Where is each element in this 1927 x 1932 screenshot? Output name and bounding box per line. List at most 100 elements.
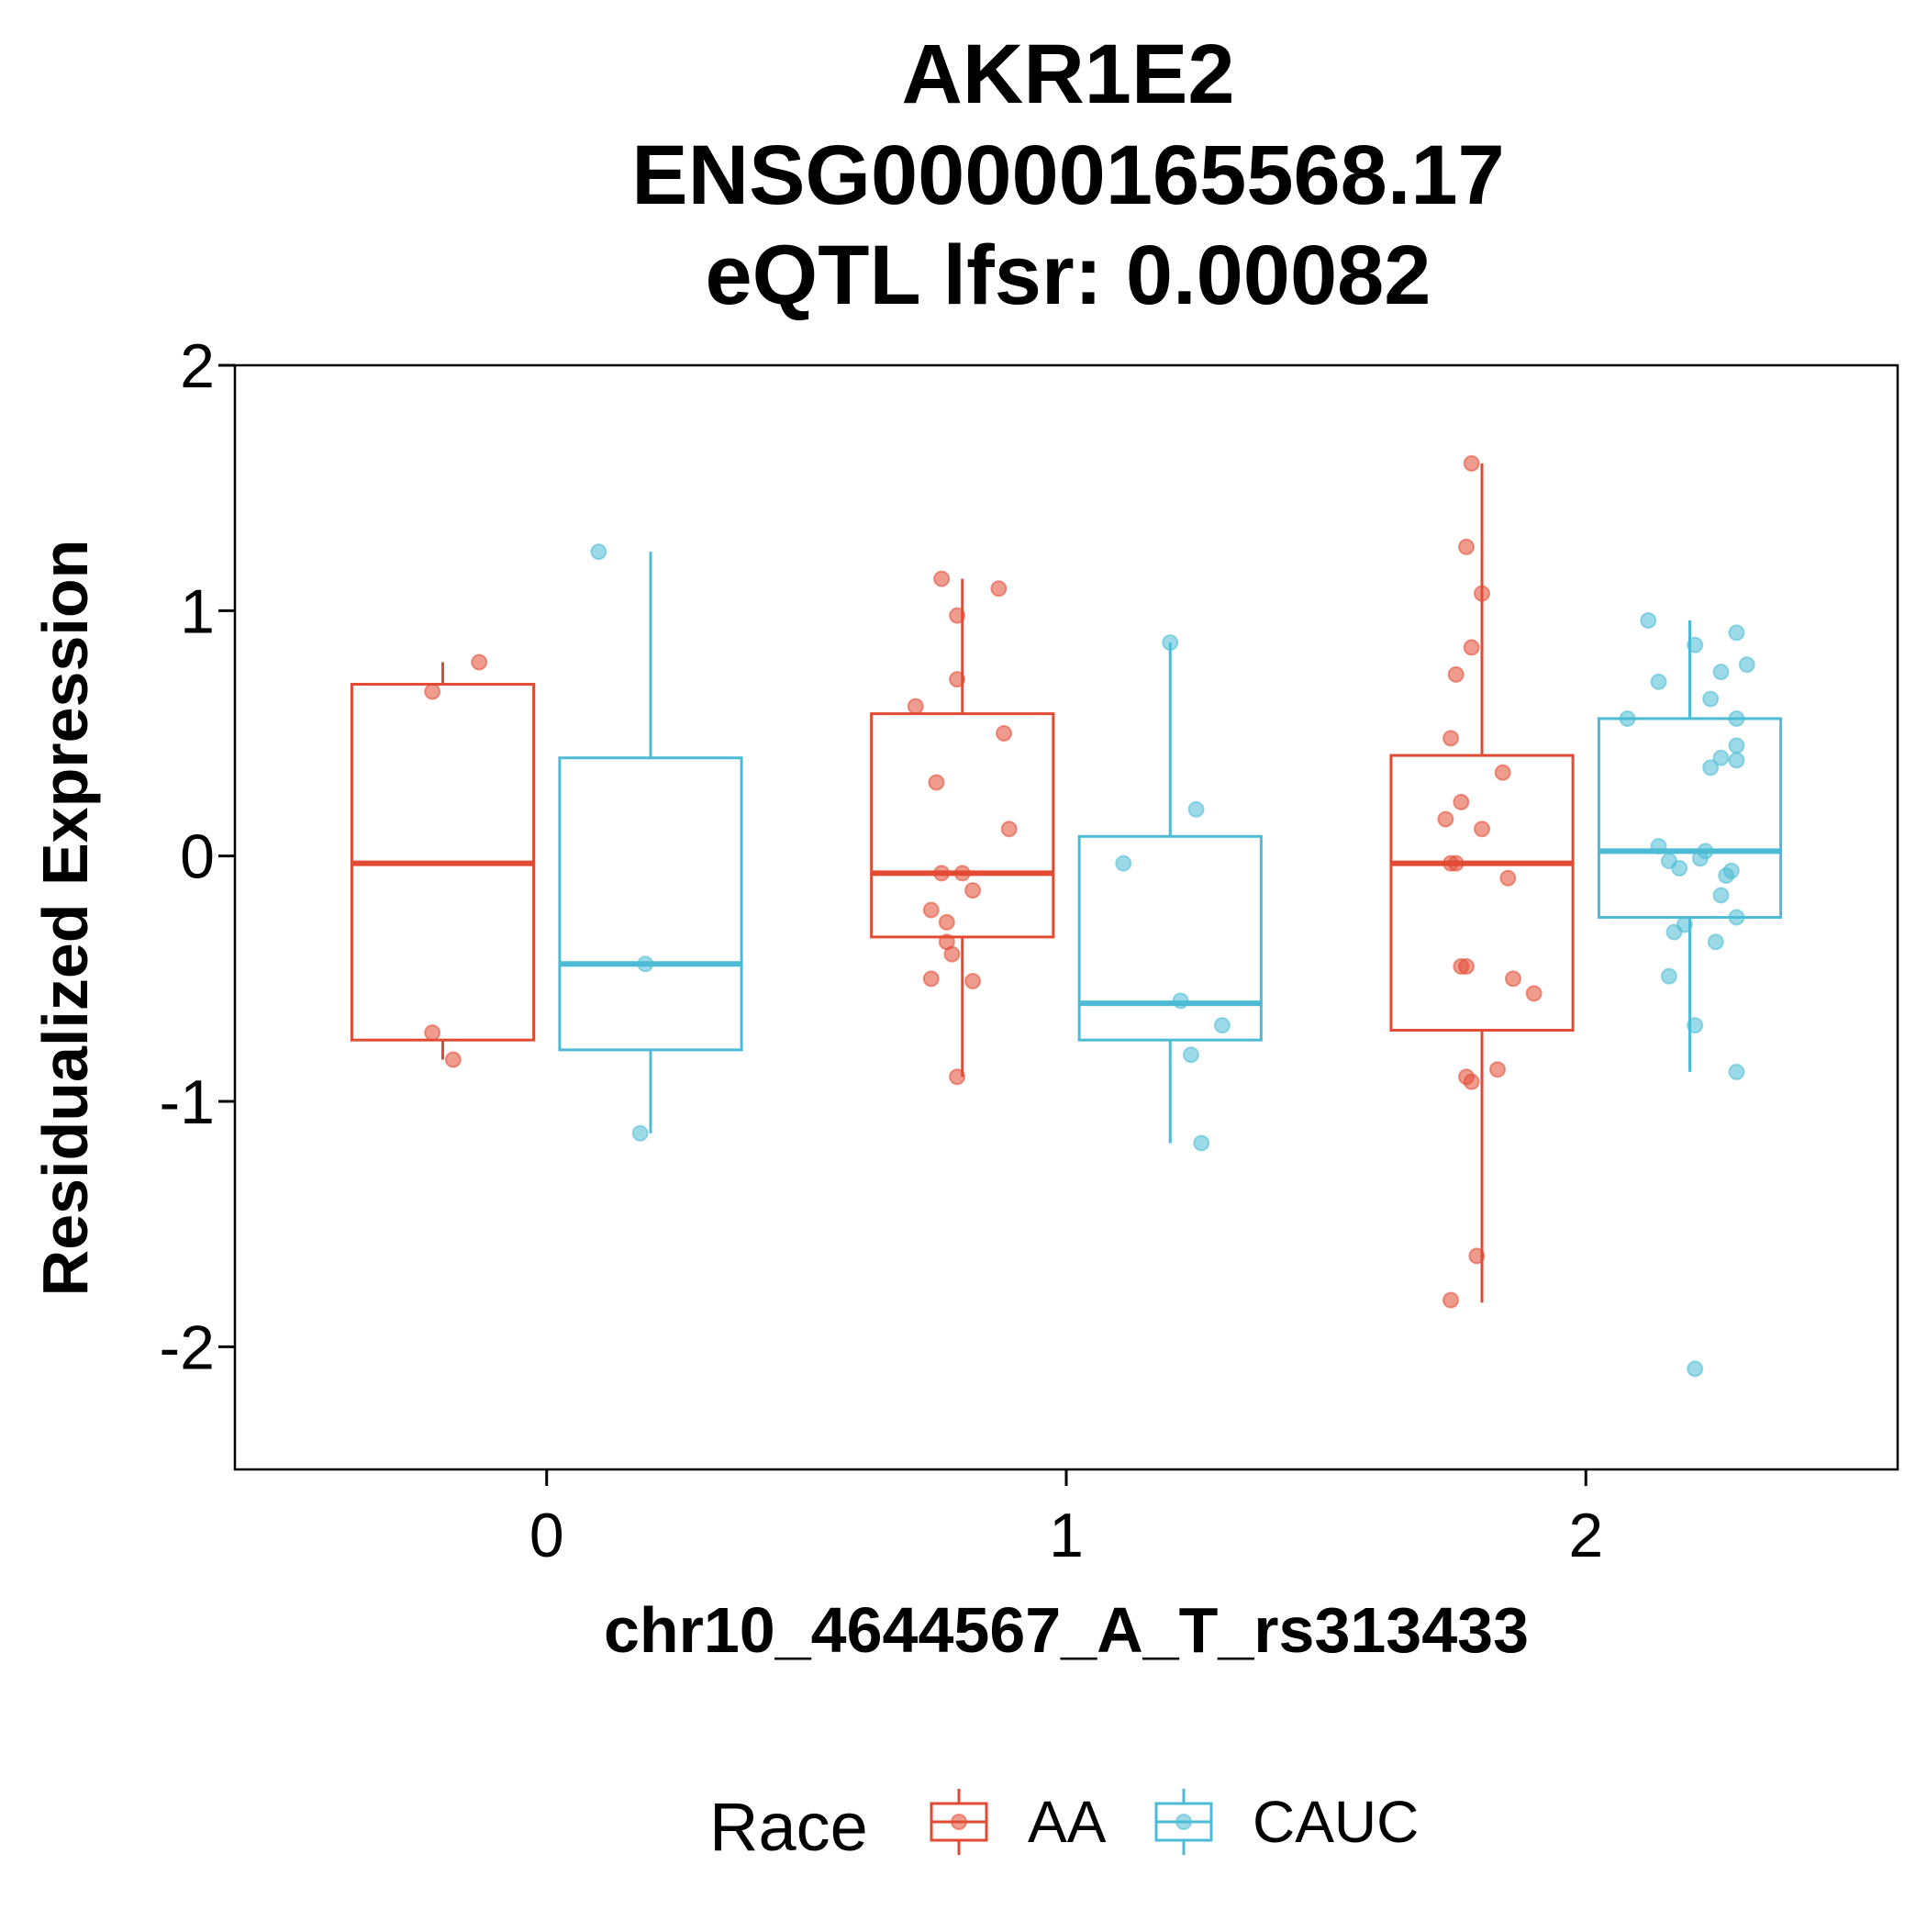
y-tick-label: 1 [180, 576, 215, 646]
data-point [1728, 909, 1745, 926]
data-point [1687, 1360, 1704, 1378]
data-point [1463, 639, 1480, 656]
box-cauc-1 [1077, 642, 1263, 1144]
data-point [1213, 1017, 1231, 1034]
data-point [1687, 636, 1704, 653]
data-point [1442, 1291, 1460, 1309]
data-point [1468, 1247, 1486, 1265]
data-point [1671, 860, 1688, 877]
data-point [1453, 793, 1470, 810]
x-axis: 0 1 2 [529, 1469, 1603, 1570]
data-point [1712, 664, 1730, 681]
data-point [1707, 933, 1724, 951]
x-tick-label: 0 [529, 1501, 564, 1570]
data-point [949, 671, 966, 688]
y-tick-label: 0 [180, 822, 215, 892]
chart-title-line-3: eQTL lfsr: 0.00082 [706, 229, 1431, 322]
box-iqr [1077, 834, 1263, 1042]
legend-label-cauc: CAUC [1253, 1789, 1419, 1855]
data-point [1447, 665, 1465, 683]
data-point [1665, 923, 1683, 941]
box-iqr [870, 712, 1055, 939]
y-axis: -2 -1 0 1 2 [160, 331, 235, 1382]
data-point [1525, 985, 1543, 1002]
data-point [928, 774, 945, 791]
data-point [949, 1068, 966, 1086]
data-point [1458, 538, 1476, 555]
data-point [631, 1124, 649, 1142]
y-tick-label: 2 [180, 331, 215, 401]
data-point [943, 945, 961, 963]
data-point [1650, 837, 1667, 854]
series-aa [350, 454, 1575, 1309]
data-point [1702, 690, 1720, 708]
data-point [1728, 752, 1745, 769]
data-point [1728, 1063, 1745, 1080]
legend-key-point [1175, 1814, 1192, 1830]
data-point [953, 865, 971, 882]
data-point [933, 865, 951, 882]
data-point [1738, 656, 1755, 674]
chart-title-line-1: AKR1E2 [901, 28, 1234, 121]
box-iqr [558, 756, 743, 1052]
data-point [1115, 854, 1132, 872]
legend-label-aa: AA [1028, 1789, 1107, 1855]
box-cauc-2 [1597, 620, 1783, 1072]
series-cauc [558, 543, 1783, 1378]
box-iqr [1389, 754, 1575, 1032]
data-point [938, 913, 955, 931]
data-point [1463, 454, 1480, 472]
data-point [1691, 850, 1709, 867]
data-point [1504, 970, 1521, 988]
data-point [964, 882, 982, 899]
data-point [1172, 992, 1189, 1010]
data-point [1474, 585, 1490, 602]
data-point [1728, 624, 1745, 642]
data-point [922, 970, 940, 988]
data-point [424, 683, 441, 700]
data-point [1474, 821, 1490, 838]
y-tick-label: -2 [160, 1312, 215, 1382]
data-point [907, 698, 924, 715]
legend-key-cauc [1154, 1789, 1213, 1855]
y-axis-title: Residualized Expression [29, 540, 101, 1297]
data-point [1728, 709, 1745, 727]
data-point [1162, 634, 1179, 652]
data-point [1437, 810, 1454, 828]
data-point [1442, 730, 1460, 747]
box-aa-0 [350, 662, 536, 1060]
data-point [424, 1024, 441, 1042]
box-iqr [1597, 717, 1783, 920]
data-point [590, 543, 607, 561]
data-point [1650, 673, 1667, 690]
data-point [1193, 1134, 1210, 1152]
data-point [1447, 854, 1465, 872]
data-point [1702, 759, 1720, 776]
y-tick-label: -1 [160, 1067, 215, 1137]
data-point [1687, 1017, 1704, 1034]
chart-title-line-2: ENSG00000165568.17 [631, 128, 1504, 222]
data-point [1463, 1073, 1480, 1090]
marks-layer [350, 454, 1783, 1378]
data-point [471, 653, 488, 671]
data-point [933, 570, 951, 587]
data-point [1494, 764, 1511, 781]
data-point [444, 1051, 462, 1068]
legend: Race AA CAUC [709, 1789, 1419, 1865]
legend-key-aa [930, 1789, 988, 1855]
data-point [964, 973, 982, 990]
x-tick-label: 2 [1568, 1501, 1603, 1570]
data-point [1488, 1061, 1506, 1078]
data-point [1499, 869, 1517, 887]
data-point [1458, 957, 1476, 975]
data-point [1728, 737, 1745, 754]
data-point [1640, 612, 1657, 630]
data-point [1712, 749, 1730, 766]
data-point [1187, 800, 1205, 818]
data-point [949, 607, 966, 624]
data-point [1660, 967, 1677, 985]
data-point [1718, 867, 1735, 885]
data-point [1619, 709, 1636, 727]
